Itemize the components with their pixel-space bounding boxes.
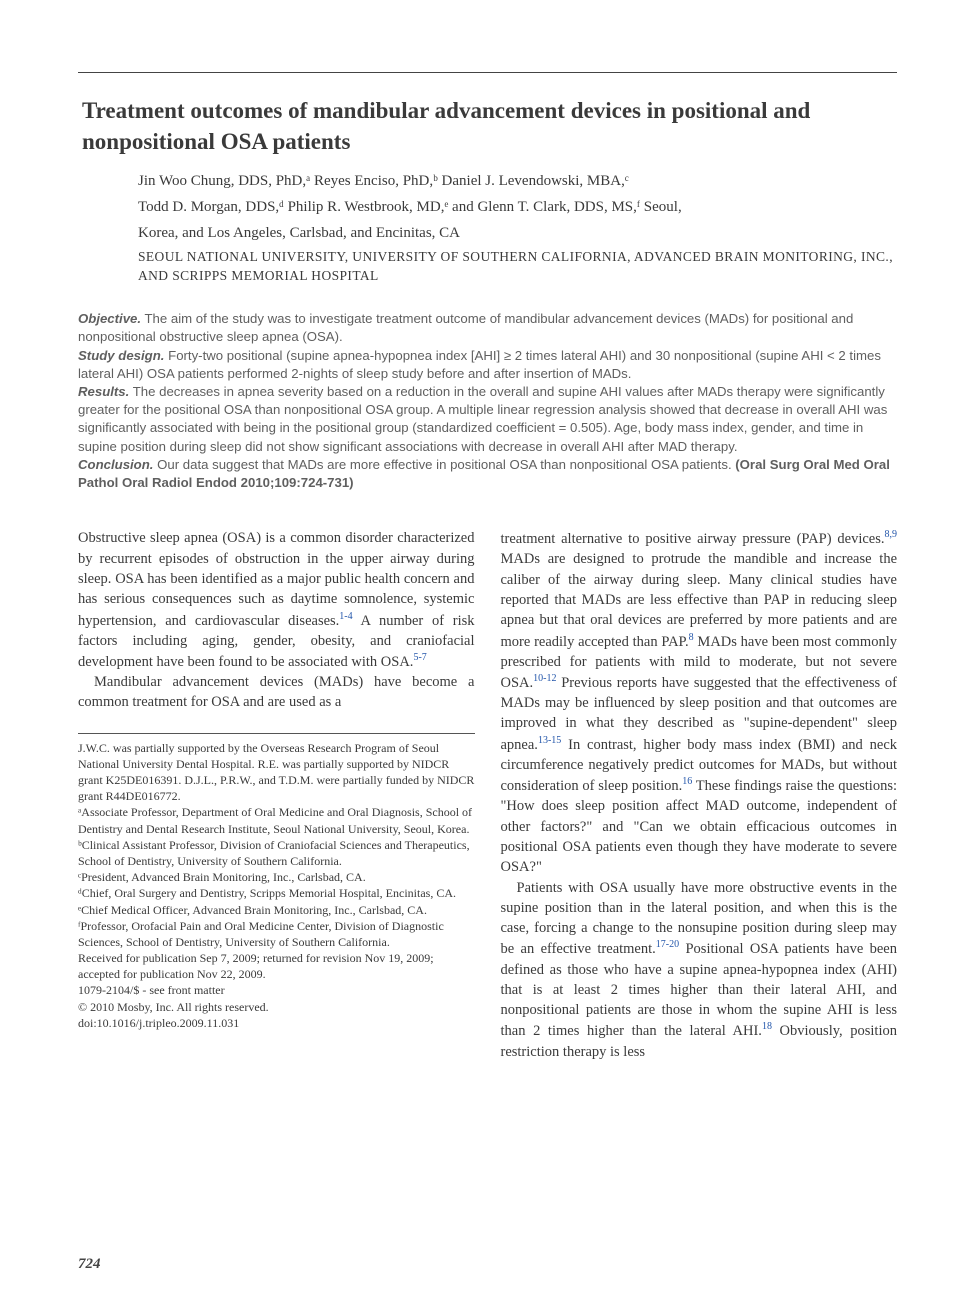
conclusion-label: Conclusion. (78, 457, 153, 472)
page-number: 724 (78, 1256, 101, 1273)
affiliation: SEOUL NATIONAL UNIVERSITY, UNIVERSITY OF… (78, 248, 897, 286)
abstract-block: Objective. The aim of the study was to i… (78, 310, 897, 492)
footnotes-block: J.W.C. was partially supported by the Ov… (78, 733, 475, 1031)
objective-label: Objective. (78, 311, 141, 326)
footnote-copyright: © 2010 Mosby, Inc. All rights reserved. (78, 999, 475, 1015)
footnote-f: ᶠProfessor, Orofacial Pain and Oral Medi… (78, 918, 475, 950)
top-rule (78, 72, 897, 73)
right-column: treatment alternative to positive airway… (501, 528, 898, 1062)
authors-line-3: Korea, and Los Angeles, Carlsbad, and En… (78, 223, 897, 245)
para2: Mandibular advancement devices (MADs) ha… (78, 674, 475, 710)
footnote-issn: 1079-2104/$ - see front matter (78, 982, 475, 998)
footnote-received: Received for publication Sep 7, 2009; re… (78, 950, 475, 982)
cite-10-12[interactable]: 10-12 (533, 673, 556, 684)
authors-line-1: Jin Woo Chung, DDS, PhD,ᵃ Reyes Enciso, … (78, 171, 897, 193)
footnote-a: ᵃAssociate Professor, Department of Oral… (78, 804, 475, 836)
article-title: Treatment outcomes of mandibular advance… (78, 95, 897, 157)
footnote-d: ᵈChief, Oral Surgery and Dentistry, Scri… (78, 885, 475, 901)
cite-18[interactable]: 18 (762, 1021, 772, 1032)
design-label: Study design. (78, 348, 164, 363)
design-text: Forty-two positional (supine apnea-hypop… (78, 348, 881, 381)
conclusion-text: Our data suggest that MADs are more effe… (153, 457, 735, 472)
cite-1-4[interactable]: 1-4 (339, 611, 352, 622)
cite-16[interactable]: 16 (682, 776, 692, 787)
authors-line-2: Todd D. Morgan, DDS,ᵈ Philip R. Westbroo… (78, 197, 897, 219)
results-text: The decreases in apnea severity based on… (78, 384, 887, 454)
results-label: Results. (78, 384, 129, 399)
cite-8-9[interactable]: 8,9 (885, 529, 898, 540)
footnote-b: ᵇClinical Assistant Professor, Division … (78, 837, 475, 869)
footnote-doi: doi:10.1016/j.tripleo.2009.11.031 (78, 1015, 475, 1031)
rpara1-a: treatment alternative to positive airway… (501, 531, 885, 547)
footnote-c: ᶜPresident, Advanced Brain Monitoring, I… (78, 869, 475, 885)
objective-text: The aim of the study was to investigate … (78, 311, 853, 344)
footnote-funding: J.W.C. was partially supported by the Ov… (78, 740, 475, 805)
footnote-e: ᵉChief Medical Officer, Advanced Brain M… (78, 902, 475, 918)
cite-13-15[interactable]: 13-15 (538, 735, 561, 746)
left-column: Obstructive sleep apnea (OSA) is a commo… (78, 528, 475, 1062)
cite-17-20[interactable]: 17-20 (656, 939, 679, 950)
cite-5-7[interactable]: 5-7 (413, 652, 426, 663)
body-columns: Obstructive sleep apnea (OSA) is a commo… (78, 528, 897, 1062)
